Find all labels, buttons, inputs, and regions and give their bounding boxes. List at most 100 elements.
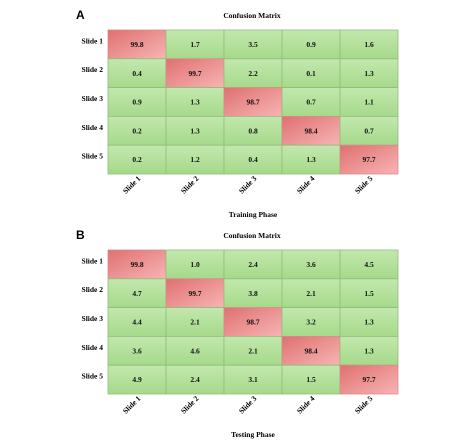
matrix-cell	[165, 336, 225, 366]
row-label: Slide 4	[82, 343, 104, 352]
cell-value: 0.9	[132, 98, 142, 107]
matrix-cell	[223, 58, 283, 88]
cell-value: 1.3	[364, 318, 374, 327]
matrix-cell	[281, 29, 341, 60]
chart-title: Confusion Matrix	[223, 231, 281, 240]
column-label: Slide 1	[121, 394, 143, 416]
cell-value: 0.7	[306, 98, 316, 107]
cell-value: 2.1	[248, 346, 258, 355]
column-label: Slide 4	[295, 394, 317, 416]
cell-value: 0.9	[306, 40, 316, 49]
matrix-cell	[339, 336, 399, 366]
row-label: Slide 4	[82, 123, 104, 132]
cell-value: 3.1	[248, 375, 258, 384]
cell-value: 0.4	[132, 69, 142, 78]
cell-value: 2.2	[248, 69, 258, 78]
cell-value: 98.4	[304, 126, 317, 135]
cell-value: 1.7	[190, 40, 200, 49]
matrix-cell	[339, 116, 399, 146]
matrix-cell-diagonal	[339, 364, 399, 395]
cell-value: 4.5	[364, 260, 374, 269]
panel-letter: B	[76, 228, 85, 242]
confusion-matrix-b: 99.8 1.0 2.4 3.6 4.5 4.7 99.7 3.8 2.1 1.5 4.4 2.1 98…	[82, 249, 399, 439]
row-label: Slide 5	[82, 372, 104, 381]
chart-title: Confusion Matrix	[223, 11, 281, 20]
matrix-cell	[107, 278, 167, 308]
matrix-cell	[107, 116, 167, 146]
cell-value: 3.8	[248, 289, 258, 298]
row-label: Slide 1	[82, 256, 104, 265]
matrix-cell	[165, 29, 225, 60]
matrix-cell	[339, 87, 399, 117]
cell-value: 1.2	[190, 155, 200, 164]
cell-value: 99.7	[188, 289, 201, 298]
matrix-cell	[165, 364, 225, 395]
panel-b: B Confusion Matrix 99.8 1.0 2.4 3.6 4.5 4.7 99…	[0, 220, 474, 440]
matrix-cell-diagonal	[165, 278, 225, 308]
matrix-cell	[107, 336, 167, 366]
cell-value: 99.8	[130, 260, 143, 269]
matrix-cell	[339, 29, 399, 60]
column-label: Slide 3	[237, 394, 259, 416]
cell-value: 1.5	[364, 289, 374, 298]
matrix-cell	[339, 307, 399, 337]
cell-value: 4.6	[190, 346, 200, 355]
panel-a: A Confusion Matrix 99.8 1.7 3.5 0.9 1.6 0.4 99…	[76, 8, 399, 219]
cell-value: 4.9	[132, 375, 142, 384]
column-label: Slide 2	[179, 174, 201, 196]
matrix-cell	[165, 116, 225, 146]
cell-value: 1.3	[190, 98, 200, 107]
matrix-cell	[107, 364, 167, 395]
cell-value: 2.1	[306, 289, 316, 298]
matrix-cell	[281, 364, 341, 395]
cell-value: 3.6	[132, 346, 142, 355]
cell-value: 3.5	[248, 40, 258, 49]
cell-value: 98.4	[304, 346, 317, 355]
matrix-cell	[339, 249, 399, 280]
cell-value: 97.7	[362, 155, 375, 164]
row-label: Slide 3	[82, 314, 104, 323]
column-label: Slide 5	[353, 174, 375, 196]
cell-value: 1.3	[306, 155, 316, 164]
cell-value: 2.1	[190, 318, 200, 327]
cell-value: 0.1	[306, 69, 316, 78]
column-label: Slide 4	[295, 174, 317, 196]
matrix-cell	[223, 144, 283, 175]
column-label: Slide 1	[121, 174, 143, 196]
row-label: Slide 5	[82, 152, 104, 161]
cell-value: 99.8	[130, 40, 143, 49]
matrix-cell	[223, 116, 283, 146]
matrix-cell	[281, 144, 341, 175]
matrix-cell	[223, 364, 283, 395]
cell-value: 1.1	[364, 98, 374, 107]
cell-value: 2.4	[190, 375, 200, 384]
cell-value: 0.7	[364, 126, 374, 135]
matrix-cell	[339, 58, 399, 88]
matrix-cell	[107, 58, 167, 88]
matrix-cell-diagonal	[281, 336, 341, 366]
cell-value: 1.3	[364, 69, 374, 78]
matrix-cell	[165, 144, 225, 175]
matrix-cell-diagonal	[107, 29, 167, 60]
column-label: Slide 3	[237, 174, 259, 196]
matrix-cell	[165, 87, 225, 117]
cell-value: 98.7	[246, 98, 259, 107]
panel-letter: A	[76, 8, 85, 22]
row-label: Slide 2	[82, 285, 104, 294]
cell-value: 0.2	[132, 126, 142, 135]
cell-value: 2.4	[248, 260, 258, 269]
matrix-cell-diagonal	[339, 144, 399, 175]
cell-value: 0.8	[248, 126, 258, 135]
cell-value: 3.6	[306, 260, 316, 269]
cell-value: 0.2	[132, 155, 142, 164]
cell-value: 1.3	[364, 346, 374, 355]
cell-value: 98.7	[246, 318, 259, 327]
matrix-cell	[281, 249, 341, 280]
row-label: Slide 2	[82, 65, 104, 74]
cell-value: 1.3	[190, 126, 200, 135]
matrix-cell	[281, 307, 341, 337]
x-axis-title: Testing Phase	[231, 430, 275, 439]
column-label: Slide 5	[353, 394, 375, 416]
cell-value: 1.5	[306, 375, 316, 384]
row-label: Slide 1	[82, 36, 104, 45]
